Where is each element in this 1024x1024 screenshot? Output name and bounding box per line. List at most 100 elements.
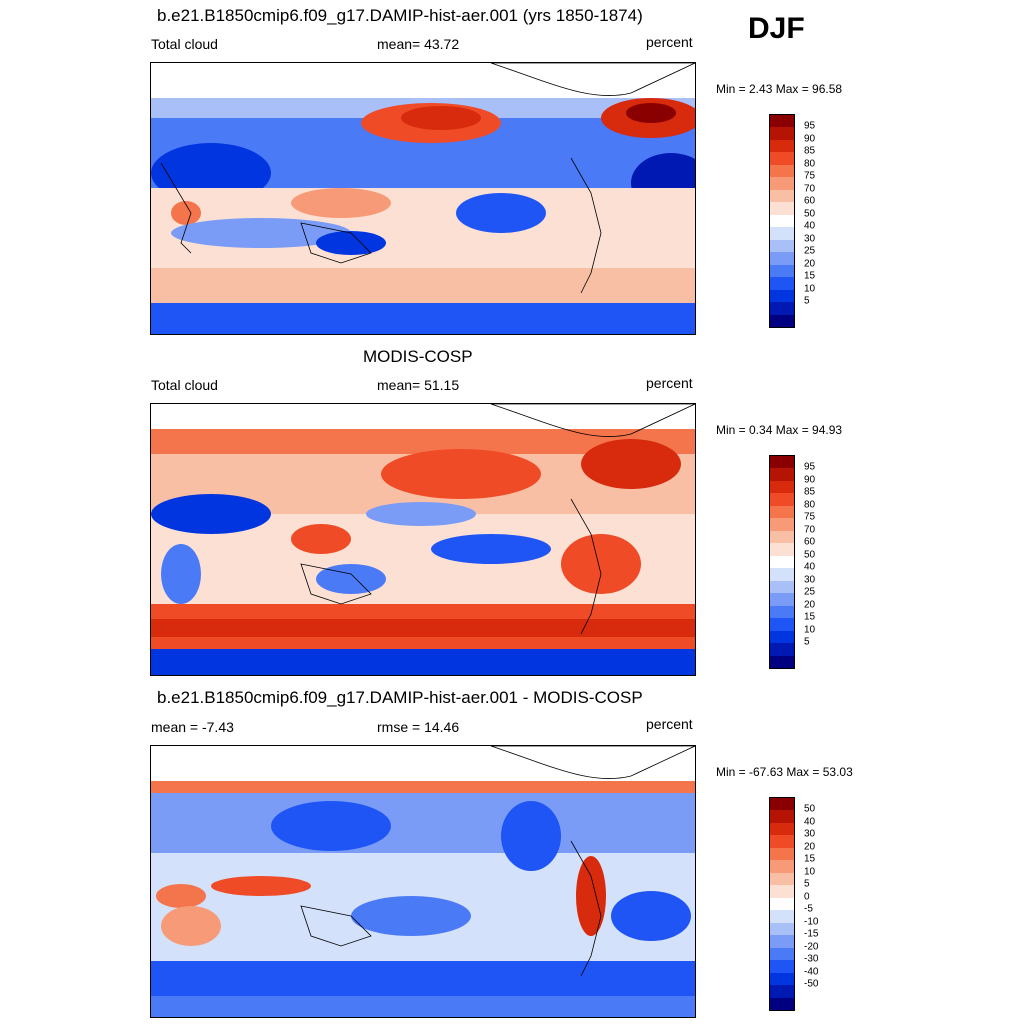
colorbar-swatch <box>770 798 794 811</box>
panel2-map <box>150 403 696 676</box>
colorbar-swatch <box>770 115 794 128</box>
colorbar-tick-label: 30 <box>804 828 816 840</box>
colorbar-tick-label: -50 <box>804 978 819 990</box>
panel1-minmax: Min = 2.43 Max = 96.58 <box>716 82 843 96</box>
colorbar-swatch <box>770 189 794 203</box>
colorbar-tick-label: -40 <box>804 966 819 978</box>
colorbar-tick-label: 90 <box>804 474 816 486</box>
colorbar-tick-label: 5 <box>804 295 810 307</box>
colorbar-tick-label: 40 <box>804 220 816 232</box>
colorbar-tick-label: -10 <box>804 916 819 928</box>
colorbar-swatch <box>770 202 794 215</box>
colorbar-swatch <box>770 847 794 861</box>
colorbar-swatch <box>770 505 794 519</box>
colorbar-tick-label: 50 <box>804 803 816 815</box>
colorbar-tick-label: 40 <box>804 816 816 828</box>
panel3-colorbar <box>769 797 795 1011</box>
colorbar-swatch <box>770 152 794 165</box>
colorbar-tick-label: 15 <box>804 611 816 623</box>
colorbar-swatch <box>770 618 794 631</box>
colorbar-tick-label: -30 <box>804 953 819 965</box>
colorbar-swatch <box>770 302 794 315</box>
colorbar-swatch <box>770 810 794 823</box>
panel2-minmax: Min = 0.34 Max = 94.93 <box>716 423 843 437</box>
colorbar-swatch <box>770 456 794 469</box>
colorbar-tick-label: 70 <box>804 524 816 536</box>
colorbar-swatch <box>770 227 794 240</box>
colorbar-swatch <box>770 543 794 556</box>
colorbar-tick-label: 40 <box>804 561 816 573</box>
panel3-units-label: percent <box>646 716 693 732</box>
colorbar-tick-label: 25 <box>804 245 816 257</box>
panel2-mean-label: mean= 51.15 <box>377 377 460 393</box>
colorbar-tick-label: -15 <box>804 928 819 940</box>
colorbar-tick-label: 95 <box>804 461 816 473</box>
colorbar-tick-label: 0 <box>804 891 810 903</box>
colorbar-swatch <box>770 605 794 619</box>
colorbar-tick-label: 50 <box>804 208 816 220</box>
colorbar-swatch <box>770 480 794 494</box>
colorbar-swatch <box>770 127 794 140</box>
panel3-mean-label: mean = -7.43 <box>151 719 234 735</box>
panel3-map <box>150 745 696 1018</box>
colorbar-swatch <box>770 922 794 936</box>
colorbar-tick-label: 80 <box>804 499 816 511</box>
colorbar-tick-label: 30 <box>804 574 816 586</box>
colorbar-tick-label: 70 <box>804 183 816 195</box>
panel3-minmax: Min = -67.63 Max = 53.03 <box>716 765 853 779</box>
colorbar-tick-label: 5 <box>804 878 810 890</box>
colorbar-tick-label: 60 <box>804 536 816 548</box>
colorbar-tick-label: -5 <box>804 903 813 915</box>
panel2-colorbar <box>769 455 795 669</box>
colorbar-swatch <box>770 252 794 265</box>
colorbar-swatch <box>770 997 794 1010</box>
colorbar-swatch <box>770 822 794 836</box>
colorbar-swatch <box>770 468 794 481</box>
colorbar-swatch <box>770 214 794 228</box>
colorbar-swatch <box>770 630 794 644</box>
colorbar-swatch <box>770 655 794 668</box>
panel1-title: b.e21.B1850cmip6.f09_g17.DAMIP-hist-aer.… <box>157 6 643 25</box>
colorbar-tick-label: 5 <box>804 636 810 648</box>
colorbar-swatch <box>770 860 794 873</box>
colorbar-tick-label: 10 <box>804 283 816 295</box>
colorbar-tick-label: 15 <box>804 270 816 282</box>
colorbar-swatch <box>770 555 794 569</box>
colorbar-swatch <box>770 264 794 278</box>
colorbar-swatch <box>770 935 794 948</box>
panel1-variable-label: Total cloud <box>151 36 218 52</box>
colorbar-tick-label: 85 <box>804 145 816 157</box>
colorbar-swatch <box>770 239 794 253</box>
colorbar-swatch <box>770 289 794 303</box>
panel2-units-label: percent <box>646 375 693 391</box>
colorbar-swatch <box>770 972 794 986</box>
colorbar-swatch <box>770 910 794 923</box>
colorbar-tick-label: 60 <box>804 195 816 207</box>
colorbar-swatch <box>770 277 794 290</box>
colorbar-tick-label: 75 <box>804 511 816 523</box>
panel1-units-label: percent <box>646 34 693 50</box>
colorbar-tick-label: 15 <box>804 853 816 865</box>
colorbar-tick-label: 10 <box>804 624 816 636</box>
panel2-title: MODIS-COSP <box>363 347 473 366</box>
colorbar-swatch <box>770 518 794 531</box>
colorbar-swatch <box>770 960 794 973</box>
colorbar-tick-label: 85 <box>804 486 816 498</box>
colorbar-tick-label: 25 <box>804 586 816 598</box>
colorbar-tick-label: 20 <box>804 258 816 270</box>
panel1-colorbar <box>769 114 795 328</box>
colorbar-swatch <box>770 580 794 594</box>
colorbar-swatch <box>770 530 794 544</box>
colorbar-tick-label: 20 <box>804 599 816 611</box>
colorbar-swatch <box>770 177 794 190</box>
panel3-rmse-label: rmse = 14.46 <box>377 719 460 735</box>
colorbar-tick-label: 75 <box>804 170 816 182</box>
colorbar-swatch <box>770 139 794 153</box>
colorbar-swatch <box>770 493 794 506</box>
panel3-title: b.e21.B1850cmip6.f09_g17.DAMIP-hist-aer.… <box>157 688 643 707</box>
colorbar-tick-label: 50 <box>804 549 816 561</box>
colorbar-swatch <box>770 872 794 886</box>
colorbar-tick-label: 95 <box>804 120 816 132</box>
colorbar-tick-label: 80 <box>804 158 816 170</box>
colorbar-swatch <box>770 568 794 581</box>
